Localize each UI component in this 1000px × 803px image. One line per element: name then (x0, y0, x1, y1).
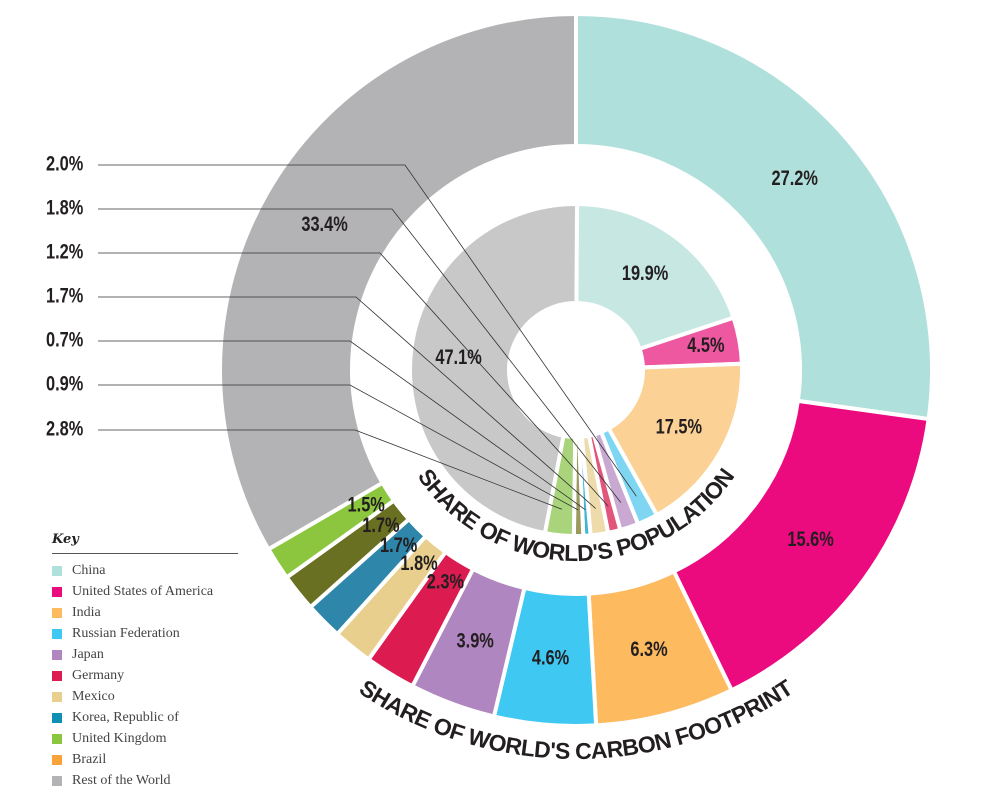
legend-title: Key (52, 532, 238, 554)
legend-label: Germany (72, 667, 125, 683)
outer-label: 3.9% (457, 629, 495, 652)
callout-label: 1.2% (46, 240, 84, 263)
outer-label: 15.6% (787, 527, 834, 550)
legend-label: Rest of the World (72, 772, 171, 788)
legend-item: Korea, Republic of (52, 707, 238, 728)
legend-swatch (52, 607, 62, 618)
legend-item: Russian Federation (52, 623, 238, 644)
legend-label: United States of America (72, 583, 214, 599)
legend-label: United Kingdom (72, 730, 167, 746)
legend-swatch (52, 691, 62, 702)
leader-line (98, 429, 563, 510)
leader-line (98, 252, 609, 507)
callout-label: 0.7% (46, 328, 84, 351)
legend-item: Rest of the World (52, 770, 238, 791)
legend-label: Brazil (72, 751, 107, 767)
callout-leaders (98, 164, 637, 511)
slice-china (574, 201, 737, 352)
slice-rest-of-the-world (218, 11, 578, 553)
outer-label: 4.6% (532, 645, 570, 668)
legend-item: Germany (52, 665, 238, 686)
legend-label: Mexico (72, 688, 115, 704)
inner-label: 47.1% (435, 345, 482, 368)
legend-label: China (72, 562, 106, 578)
legend-label: India (72, 604, 101, 620)
outer-label: 6.3% (630, 637, 668, 660)
legend-swatch (52, 628, 62, 639)
outer-label: 33.4% (301, 212, 348, 235)
legend-item: United States of America (52, 581, 238, 602)
legend: Key China United States of America India Ru… (52, 532, 238, 791)
slice-united-states-of-america (671, 398, 931, 693)
legend-label: Russian Federation (72, 625, 180, 641)
slice-china (574, 11, 934, 422)
inner-label: 19.9% (622, 261, 669, 284)
callout-label: 2.8% (46, 417, 84, 440)
leader-line (98, 384, 579, 511)
inner-label: 17.5% (656, 414, 703, 437)
legend-swatch (52, 775, 62, 786)
callout-label: 2.0% (46, 152, 84, 175)
legend-item: China (52, 560, 238, 581)
leader-line (98, 340, 586, 511)
legend-swatch (52, 649, 62, 660)
legend-label: Korea, Republic of (72, 709, 179, 725)
legend-swatch (52, 670, 62, 681)
leader-line (98, 208, 622, 503)
legend-swatch (52, 754, 62, 765)
legend-swatch (52, 565, 62, 576)
leader-line (98, 164, 637, 497)
outer-label: 1.7% (380, 533, 418, 556)
outer-label: 1.5% (348, 493, 386, 516)
callout-label: 1.7% (46, 284, 84, 307)
data-labels: 27.2%15.6%6.3%4.6%3.9%2.3%1.8%1.7%1.7%1.… (46, 152, 834, 669)
legend-swatch (52, 712, 62, 723)
legend-swatch (52, 733, 62, 744)
inner-label: 4.5% (687, 333, 725, 356)
legend-item: United Kingdom (52, 728, 238, 749)
legend-item: Japan (52, 644, 238, 665)
leader-line (98, 296, 596, 509)
outer-ring-carbon (218, 11, 934, 728)
legend-item: Mexico (52, 686, 238, 707)
outer-label: 1.8% (400, 551, 438, 574)
outer-label: 27.2% (772, 166, 819, 189)
legend-item: India (52, 602, 238, 623)
outer-label: 2.3% (427, 570, 465, 593)
legend-item: Brazil (52, 749, 238, 770)
legend-label: Japan (72, 646, 104, 662)
outer-label: 1.7% (362, 513, 400, 536)
slice-india (605, 361, 744, 518)
callout-label: 1.8% (46, 196, 84, 219)
callout-label: 0.9% (46, 372, 84, 395)
inner-ring-population (408, 201, 744, 539)
legend-swatch (52, 586, 62, 597)
